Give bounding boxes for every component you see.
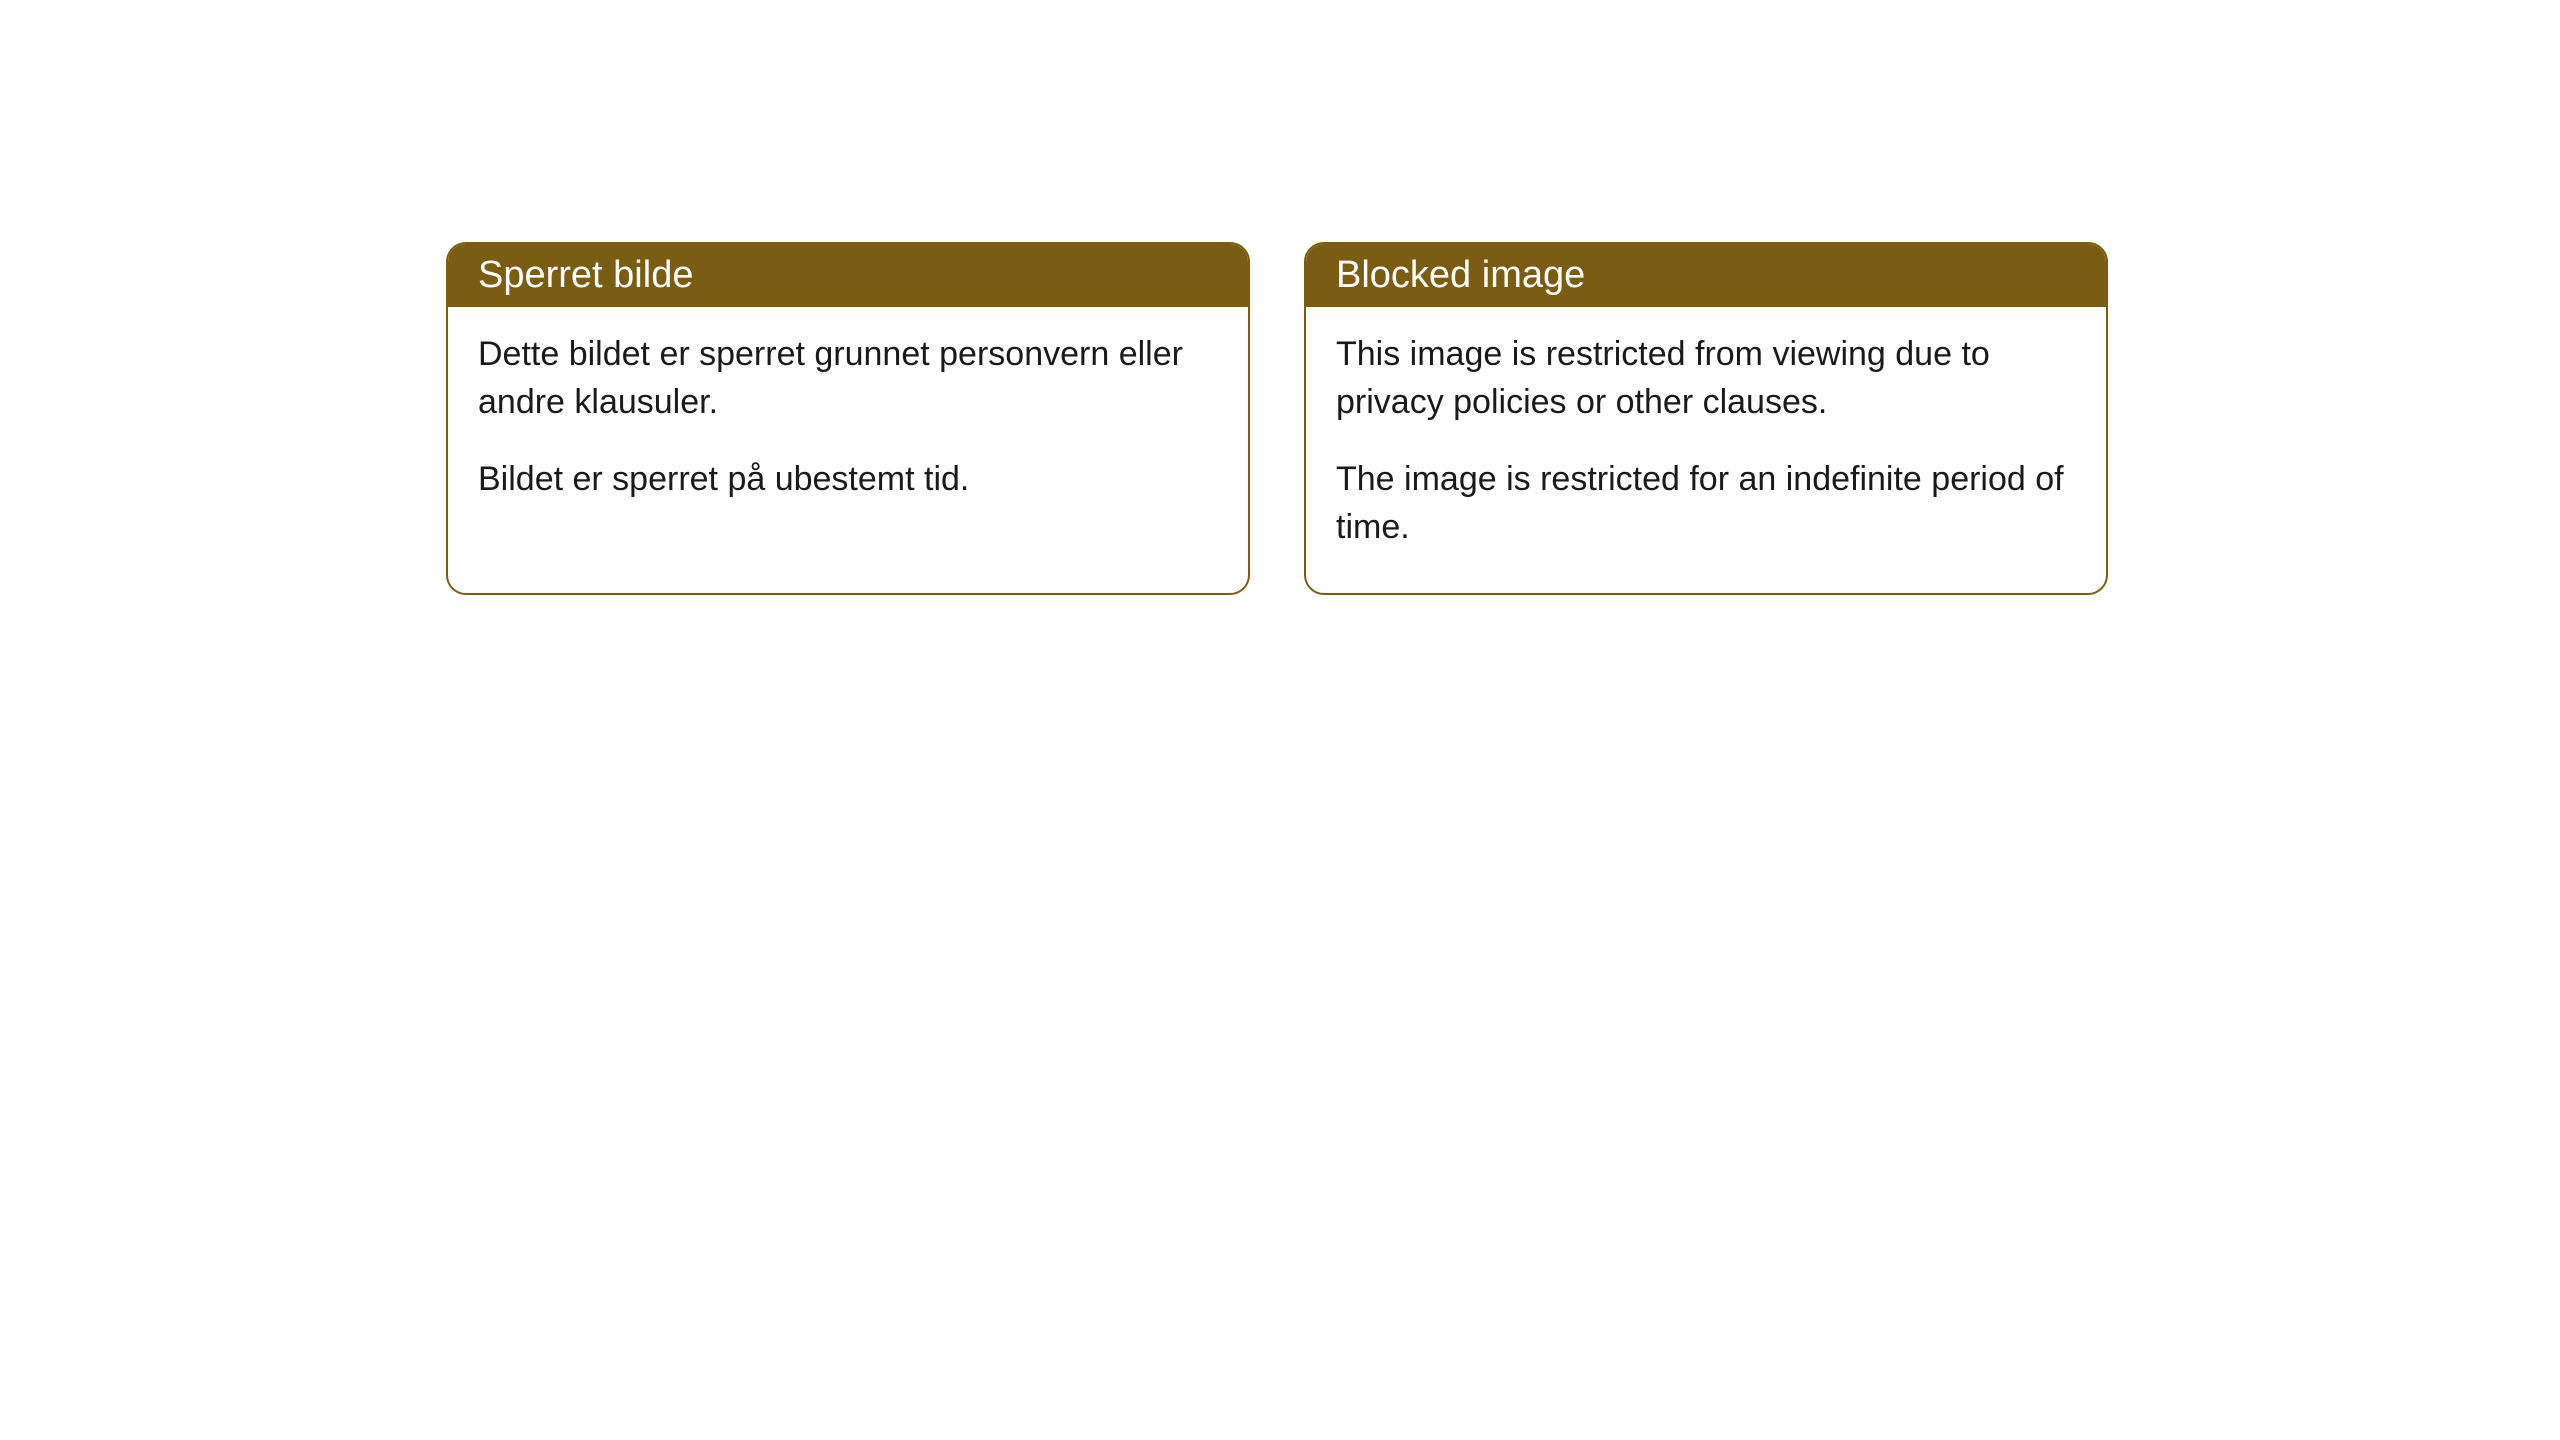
notice-cards-container: Sperret bilde Dette bildet er sperret gr… [446, 242, 2108, 595]
card-body: Dette bildet er sperret grunnet personve… [448, 307, 1248, 546]
notice-card-norwegian: Sperret bilde Dette bildet er sperret gr… [446, 242, 1250, 595]
card-paragraph: This image is restricted from viewing du… [1336, 331, 2076, 426]
card-paragraph: The image is restricted for an indefinit… [1336, 456, 2076, 551]
card-title: Blocked image [1306, 244, 2106, 307]
card-paragraph: Bildet er sperret på ubestemt tid. [478, 456, 1218, 504]
notice-card-english: Blocked image This image is restricted f… [1304, 242, 2108, 595]
card-body: This image is restricted from viewing du… [1306, 307, 2106, 593]
card-title: Sperret bilde [448, 244, 1248, 307]
card-paragraph: Dette bildet er sperret grunnet personve… [478, 331, 1218, 426]
